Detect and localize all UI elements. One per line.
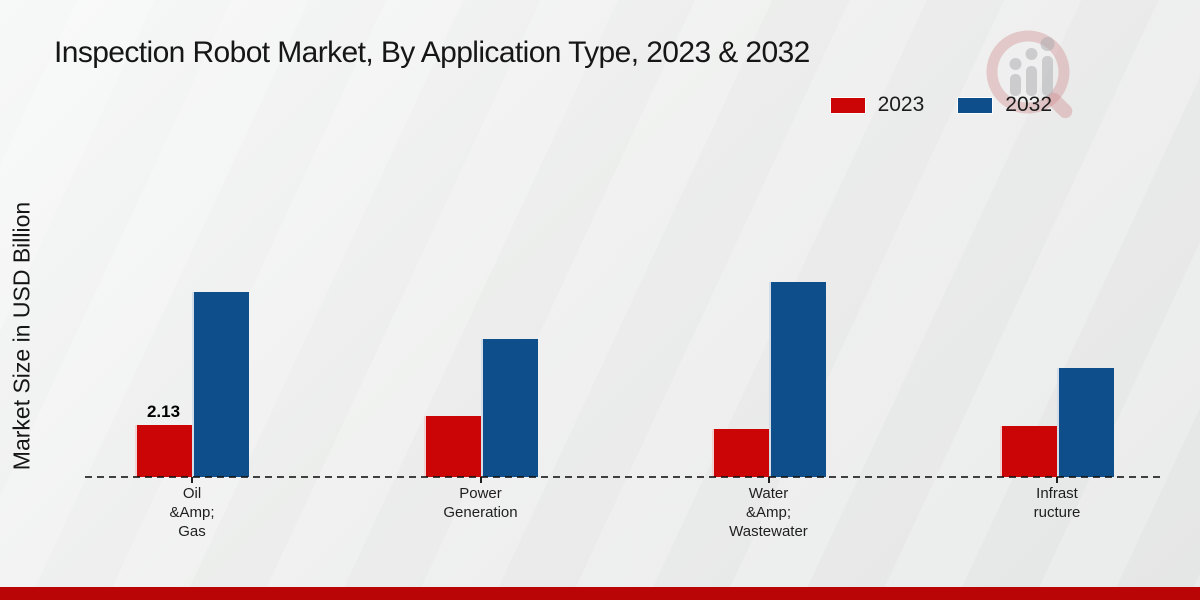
x-axis-label-water-amp-wastewater: Water &Amp; Wastewater [729,485,808,540]
x-axis-label-infrastructure: Infrast ructure [1033,485,1081,521]
legend-label-2023: 2023 [877,93,925,116]
x-axis-tick [191,477,193,483]
bar-2032-oil-amp-gas [192,292,249,477]
legend-swatch-2023 [830,97,865,113]
x-axis-label-power-generation: Power Generation [443,485,518,521]
chart-title: Inspection Robot Market, By Application … [54,36,810,69]
bar-2023-power-generation [423,416,481,477]
magnifier-chart-logo-icon [986,30,1073,119]
bar-2032-infrastructure [1057,368,1114,477]
x-axis-tick [1056,477,1058,483]
legend-label-2032: 2032 [1005,93,1052,116]
bar-2023-water-amp-wastewater [711,429,769,477]
bar-2023-oil-amp-gas [135,425,192,477]
x-axis-label-oil-amp-gas: Oil &Amp; Gas [169,485,215,540]
x-axis-tick [479,477,482,483]
legend-item-2032: 2032 [958,93,1052,117]
x-axis-tick [767,477,770,483]
x-axis-baseline [85,476,1164,478]
bar-2032-power-generation [480,339,538,477]
legend: 2023 2032 [830,93,1052,117]
footer-accent-bar [0,587,1200,600]
legend-swatch-2032 [958,97,993,113]
legend-item-2023: 2023 [830,93,925,117]
bar-2023-infrastructure [1000,426,1057,477]
bar-2032-water-amp-wastewater [768,282,826,477]
bar-value-label: 2.13 [146,402,181,421]
